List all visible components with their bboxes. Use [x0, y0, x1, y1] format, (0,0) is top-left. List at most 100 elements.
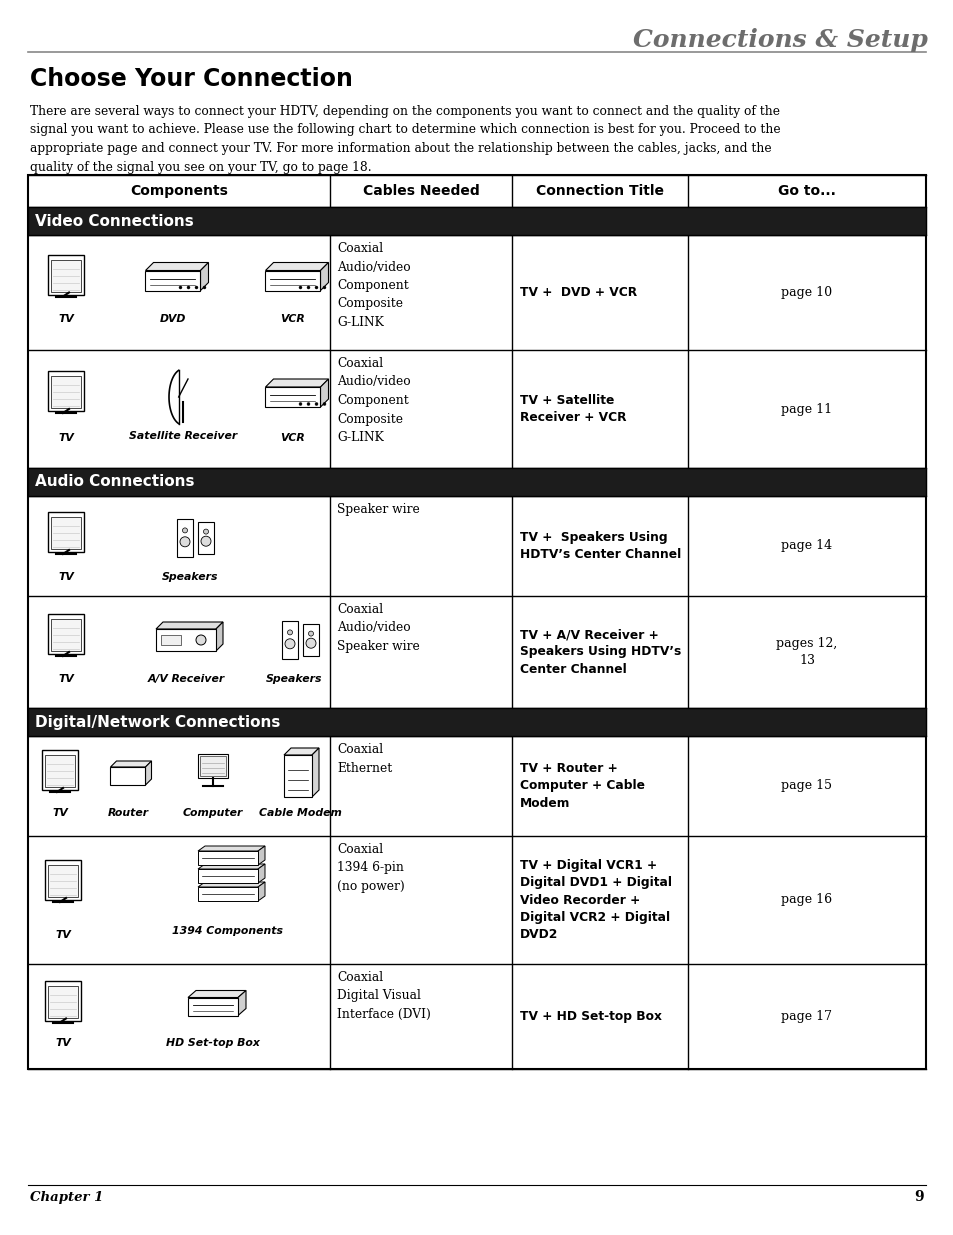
Bar	[303, 624, 318, 656]
Text: There are several ways to connect your HDTV, depending on the components you wan: There are several ways to connect your H…	[30, 105, 780, 173]
Polygon shape	[320, 263, 328, 290]
Text: TV: TV	[55, 930, 71, 940]
Text: Cables Needed: Cables Needed	[362, 184, 478, 198]
Text: TV +  DVD + VCR: TV + DVD + VCR	[519, 287, 637, 299]
Bar	[161, 635, 181, 645]
Text: Coaxial
Audio/video
Component
Composite
G-LINK: Coaxial Audio/video Component Composite …	[336, 242, 410, 329]
Polygon shape	[312, 748, 318, 797]
Text: Components: Components	[130, 184, 228, 198]
Text: Digital/Network Connections: Digital/Network Connections	[35, 715, 280, 730]
Text: Coaxial
Digital Visual
Interface (DVI): Coaxial Digital Visual Interface (DVI)	[336, 971, 431, 1021]
Polygon shape	[188, 990, 246, 998]
Text: 1394 Components: 1394 Components	[172, 926, 283, 936]
Polygon shape	[265, 263, 328, 270]
Bar	[265, 270, 320, 290]
Circle shape	[180, 537, 190, 547]
Text: Satellite Receiver: Satellite Receiver	[129, 431, 237, 441]
Circle shape	[298, 287, 302, 289]
Polygon shape	[215, 622, 223, 651]
Bar	[42, 750, 78, 790]
Text: Computer: Computer	[183, 808, 243, 818]
Text: pages 12,
13: pages 12, 13	[776, 636, 837, 667]
Text: TV: TV	[58, 674, 73, 684]
Circle shape	[308, 631, 314, 636]
Text: TV + Satellite
Receiver + VCR: TV + Satellite Receiver + VCR	[519, 394, 626, 425]
Circle shape	[323, 403, 326, 405]
Polygon shape	[156, 622, 223, 629]
Bar	[188, 998, 237, 1015]
Polygon shape	[257, 846, 265, 864]
Text: A/V Receiver: A/V Receiver	[147, 674, 224, 684]
Bar	[198, 755, 228, 778]
Circle shape	[307, 403, 310, 405]
Bar	[198, 522, 213, 555]
Bar	[51, 619, 81, 651]
Bar	[177, 519, 193, 557]
Polygon shape	[200, 263, 209, 290]
Text: VCR: VCR	[280, 315, 305, 325]
Polygon shape	[198, 846, 265, 851]
Text: Audio Connections: Audio Connections	[35, 474, 194, 489]
Text: TV + Router +
Computer + Cable
Modem: TV + Router + Computer + Cable Modem	[519, 762, 644, 810]
Text: Go to...: Go to...	[778, 184, 835, 198]
Text: DVD: DVD	[160, 315, 186, 325]
Bar	[198, 851, 257, 864]
Circle shape	[298, 403, 302, 405]
Text: page 14: page 14	[781, 540, 832, 552]
Bar	[51, 375, 81, 408]
Text: Cable Modem: Cable Modem	[258, 808, 341, 818]
Polygon shape	[146, 263, 209, 270]
Bar	[45, 981, 81, 1020]
Polygon shape	[146, 761, 152, 785]
Bar	[48, 370, 84, 411]
Bar	[48, 513, 84, 552]
Circle shape	[201, 536, 211, 546]
Text: Coaxial
Audio/video
Speaker wire: Coaxial Audio/video Speaker wire	[336, 603, 419, 653]
Text: Speakers: Speakers	[162, 572, 218, 582]
Text: page 10: page 10	[781, 287, 832, 299]
Text: TV: TV	[58, 315, 73, 325]
Bar	[48, 614, 84, 655]
Text: TV + HD Set-top Box: TV + HD Set-top Box	[519, 1010, 661, 1023]
Bar	[51, 259, 81, 291]
Circle shape	[307, 287, 310, 289]
Bar	[48, 254, 84, 294]
Polygon shape	[198, 882, 265, 887]
Text: page 15: page 15	[781, 779, 832, 793]
Text: Coaxial
Audio/video
Component
Composite
G-LINK: Coaxial Audio/video Component Composite …	[336, 357, 410, 445]
Circle shape	[187, 287, 190, 289]
Bar	[45, 755, 75, 787]
Bar	[146, 270, 200, 290]
Text: TV: TV	[55, 1039, 71, 1049]
Polygon shape	[111, 761, 152, 767]
Text: Speakers: Speakers	[266, 674, 322, 684]
Circle shape	[285, 638, 294, 648]
Polygon shape	[237, 990, 246, 1015]
Text: page 16: page 16	[781, 893, 832, 906]
Text: TV: TV	[58, 433, 73, 443]
Polygon shape	[265, 379, 328, 387]
Text: Connections & Setup: Connections & Setup	[633, 28, 927, 52]
Circle shape	[323, 287, 326, 289]
Polygon shape	[198, 864, 265, 869]
Bar	[284, 755, 312, 797]
Text: Coaxial
Ethernet: Coaxial Ethernet	[336, 743, 392, 774]
Bar	[265, 387, 320, 408]
Circle shape	[314, 403, 317, 405]
Text: HD Set-top Box: HD Set-top Box	[166, 1039, 259, 1049]
Text: VCR: VCR	[280, 433, 305, 443]
Bar	[198, 887, 257, 902]
Bar	[51, 517, 81, 550]
Text: page 17: page 17	[781, 1010, 832, 1023]
Bar	[28, 468, 925, 496]
Circle shape	[194, 287, 198, 289]
Text: Speaker wire: Speaker wire	[336, 503, 419, 516]
Bar	[48, 986, 78, 1018]
Circle shape	[182, 527, 188, 532]
Bar	[156, 629, 215, 651]
Polygon shape	[257, 882, 265, 902]
Text: Connection Title: Connection Title	[536, 184, 663, 198]
Circle shape	[179, 287, 182, 289]
Text: page 11: page 11	[781, 403, 832, 415]
Bar	[48, 864, 78, 897]
